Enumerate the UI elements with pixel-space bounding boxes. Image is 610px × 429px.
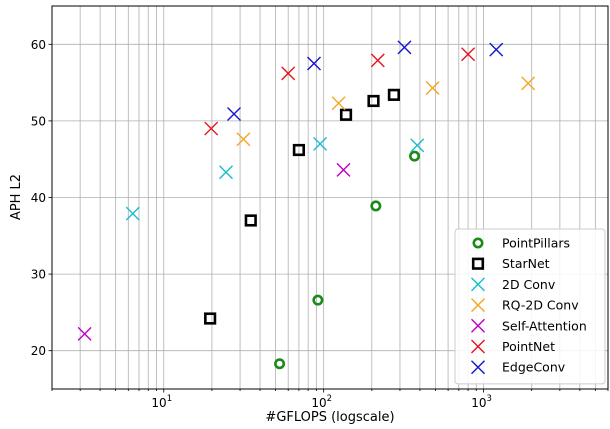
2d-conv-point xyxy=(410,138,425,153)
x-axis-title: #GFLOPS (logscale) xyxy=(265,410,394,425)
rq-2d-conv-point xyxy=(331,96,346,111)
legend-label-starnet: StarNet xyxy=(502,256,550,271)
starnet-point xyxy=(292,143,306,157)
legend-label-pointnet: PointNet xyxy=(502,339,555,354)
edgeconv-point xyxy=(489,42,504,57)
pointnet-point xyxy=(204,121,219,136)
legend-label-edgeconv: EdgeConv xyxy=(502,360,566,375)
legend-label-self-attention: Self-Attention xyxy=(502,318,587,333)
y-tick-label: 30 xyxy=(31,268,46,282)
pointnet-point xyxy=(461,47,476,62)
y-tick-label: 40 xyxy=(31,191,46,205)
pointnet-point xyxy=(370,53,385,68)
y-tick-label: 60 xyxy=(31,38,46,52)
edgeconv-point xyxy=(227,107,242,122)
legend-marker-edgeconv xyxy=(471,360,485,375)
rq-2d-conv-point xyxy=(521,76,536,91)
legend-marker-starnet xyxy=(471,257,485,270)
pointpillars-point xyxy=(409,150,421,162)
legend-label-2d-conv: 2D Conv xyxy=(502,277,556,292)
2d-conv-point xyxy=(219,165,233,180)
pointpillars-point xyxy=(274,358,286,370)
data-points xyxy=(77,40,536,370)
legend-marker-pointnet xyxy=(471,339,485,354)
starnet-point xyxy=(367,94,380,108)
edgeconv-point xyxy=(397,40,412,55)
edgeconv-point xyxy=(307,56,321,71)
axis-ticks: 20 30 40 50 60 101 102 103 xyxy=(31,38,609,410)
starnet-point xyxy=(244,214,257,227)
pointpillars-point xyxy=(370,200,382,212)
starnet-point xyxy=(204,312,217,325)
legend-box xyxy=(454,228,606,385)
pointnet-point xyxy=(281,66,296,81)
rq-2d-conv-point xyxy=(236,132,251,147)
legend-marker-self-attention xyxy=(471,318,485,333)
starnet-point xyxy=(387,88,401,101)
pointpillars-point xyxy=(312,294,324,306)
legend-marker-pointpillars xyxy=(472,237,484,249)
self-attention-point xyxy=(336,162,351,177)
self-attention-point xyxy=(77,326,92,341)
legend: PointPillars StarNet 2D Conv RQ-2D Conv Self… xyxy=(454,228,606,385)
2d-conv-point xyxy=(313,136,328,151)
x-tick-label: 102 xyxy=(311,394,332,410)
legend-marker-2d-conv xyxy=(471,277,485,292)
legend-label-rq-2d-conv: RQ-2D Conv xyxy=(502,298,579,313)
legend-label-pointpillars: PointPillars xyxy=(502,236,570,251)
legend-marker-rq-2d-conv xyxy=(471,298,485,313)
starnet-point xyxy=(339,108,353,121)
y-tick-label: 20 xyxy=(31,344,46,358)
y-axis-title: APH L2 xyxy=(9,174,24,220)
y-tick-label: 50 xyxy=(31,114,46,128)
x-tick-label: 101 xyxy=(151,394,172,410)
2d-conv-point xyxy=(125,206,140,221)
x-tick-label: 103 xyxy=(471,394,492,410)
rq-2d-conv-point xyxy=(425,80,440,95)
